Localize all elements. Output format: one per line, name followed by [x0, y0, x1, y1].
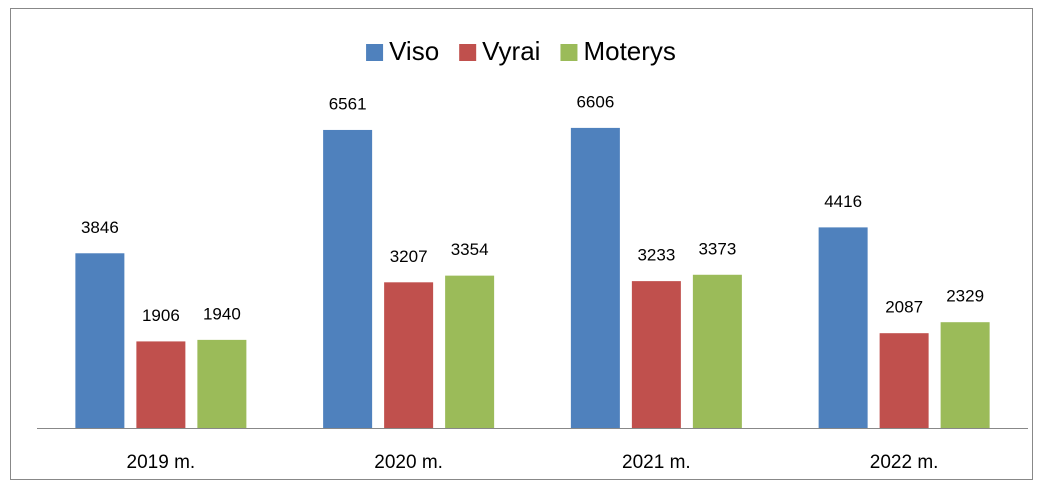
- x-tick-label: 2019 m.: [127, 452, 196, 473]
- data-label: 1940: [203, 304, 241, 323]
- data-label: 3233: [637, 246, 675, 265]
- legend-swatch: [366, 44, 384, 61]
- x-tick-label: 2022 m.: [870, 452, 939, 473]
- bar: [570, 127, 620, 428]
- legend-label: Viso: [389, 36, 439, 66]
- bar: [631, 281, 681, 428]
- data-label: 3354: [451, 240, 489, 259]
- legend-label: Vyrai: [482, 36, 540, 66]
- legend-swatch: [459, 44, 477, 61]
- data-label: 3846: [81, 218, 119, 237]
- bar: [136, 341, 186, 428]
- data-label: 2087: [885, 298, 923, 317]
- bar: [197, 339, 247, 428]
- legend-swatch: [560, 44, 578, 61]
- data-label: 1906: [142, 306, 180, 325]
- bar: [75, 253, 125, 428]
- data-label: 3373: [698, 239, 736, 258]
- data-label: 4416: [824, 192, 862, 211]
- bar: [818, 227, 868, 428]
- bar: [879, 333, 929, 428]
- bar: [384, 282, 434, 428]
- x-tick-label: 2020 m.: [374, 452, 443, 473]
- data-label: 6561: [329, 94, 367, 113]
- data-label: 3207: [390, 247, 428, 266]
- legend-label: Moterys: [583, 36, 675, 66]
- data-label: 6606: [576, 92, 614, 111]
- x-tick-label: 2021 m.: [622, 452, 691, 473]
- bar: [323, 129, 373, 428]
- bar: [445, 275, 495, 428]
- bar: [692, 274, 742, 428]
- data-label: 2329: [946, 287, 984, 306]
- bar: [940, 322, 990, 428]
